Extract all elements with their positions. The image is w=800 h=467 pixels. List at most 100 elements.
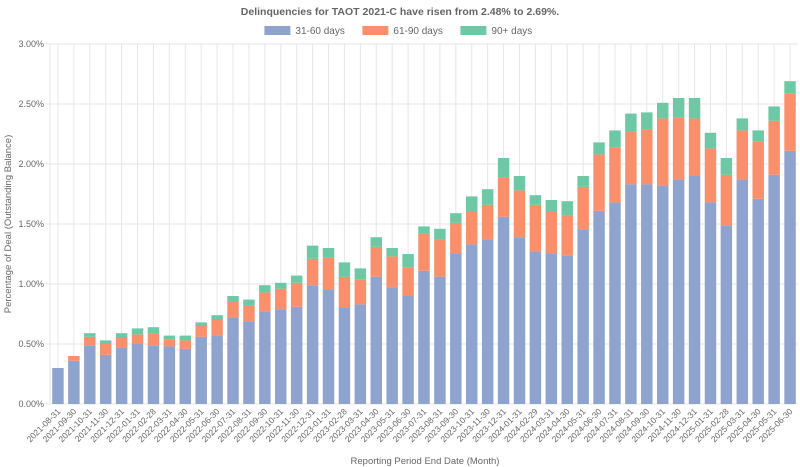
bar-segment-61-90-days	[673, 117, 684, 179]
bar-segment-90-days	[768, 106, 779, 120]
bar-segment-31-60-days	[450, 254, 461, 404]
bar-segment-61-90-days	[418, 234, 429, 271]
bar-segment-61-90-days	[784, 93, 795, 151]
bar-segment-61-90-days	[355, 279, 366, 304]
bar-segment-90-days	[195, 322, 206, 326]
bar-segment-90-days	[752, 130, 763, 141]
bar-segment-31-60-days	[259, 312, 270, 404]
bar-segment-61-90-days	[180, 340, 191, 348]
bar-segment-90-days	[148, 327, 159, 333]
bar-segment-61-90-days	[371, 247, 382, 277]
bar-segment-31-60-days	[434, 277, 445, 404]
bar-segment-31-60-days	[180, 349, 191, 404]
bar-segment-31-60-days	[673, 180, 684, 404]
bar-segment-61-90-days	[434, 240, 445, 277]
bar-segment-90-days	[657, 103, 668, 119]
bar-segment-31-60-days	[514, 237, 525, 404]
bar-segment-90-days	[180, 336, 191, 341]
bar-segment-31-60-days	[498, 217, 509, 404]
legend-label: 61-90 days	[393, 26, 442, 37]
bar-segment-90-days	[784, 81, 795, 93]
y-tick-label: 1.50%	[18, 219, 44, 229]
legend-swatch	[362, 26, 388, 35]
bar-segment-31-60-days	[625, 184, 636, 404]
y-tick-label: 3.00%	[18, 39, 44, 49]
bar-segment-31-60-days	[593, 211, 604, 404]
bar-segment-31-60-days	[721, 225, 732, 404]
bar-segment-31-60-days	[689, 176, 700, 404]
bar-segment-31-60-days	[323, 290, 334, 404]
y-tick-label: 2.00%	[18, 159, 44, 169]
bar-segment-31-60-days	[482, 240, 493, 404]
legend-label: 90+ days	[491, 26, 532, 37]
bar-segment-31-60-days	[275, 309, 286, 404]
bar-segment-31-60-days	[68, 361, 79, 404]
bar-segment-90-days	[227, 296, 238, 302]
bar-segment-90-days	[482, 189, 493, 205]
bar-segment-61-90-days	[546, 212, 557, 254]
bar-segment-31-60-days	[227, 318, 238, 404]
y-tick-label: 2.50%	[18, 99, 44, 109]
bar-segment-90-days	[562, 201, 573, 215]
legend-swatch	[264, 26, 290, 35]
bar-segment-90-days	[402, 254, 413, 267]
bar-segment-61-90-days	[450, 223, 461, 254]
bar-segment-31-60-days	[339, 308, 350, 404]
y-tick-label: 0.50%	[18, 339, 44, 349]
x-axis-ticks: 2021-08-312021-09-302021-10-312021-11-30…	[25, 406, 795, 444]
bar-segment-31-60-days	[195, 337, 206, 404]
bar-segment-90-days	[243, 300, 254, 306]
bar-segment-31-60-days	[84, 345, 95, 404]
bar-segment-61-90-days	[402, 267, 413, 296]
bar-segment-90-days	[577, 176, 588, 187]
bar-segment-31-60-days	[148, 345, 159, 404]
bar-segment-31-60-days	[418, 271, 429, 404]
bar-segment-90-days	[355, 268, 366, 279]
legend-swatch	[460, 26, 486, 35]
bar-segment-31-60-days	[466, 244, 477, 404]
bar-segment-90-days	[116, 333, 127, 338]
bar-segment-90-days	[546, 200, 557, 212]
bar-segment-61-90-days	[259, 292, 270, 311]
bar-segment-31-60-days	[371, 277, 382, 404]
bar-segment-31-60-days	[705, 202, 716, 404]
bar-segment-90-days	[132, 328, 143, 334]
bar-segment-90-days	[721, 158, 732, 175]
bar-segment-61-90-days	[721, 175, 732, 225]
bar-segment-61-90-days	[227, 302, 238, 318]
bar-segment-61-90-days	[705, 148, 716, 202]
legend-label: 31-60 days	[295, 26, 344, 37]
bar-segment-90-days	[450, 213, 461, 223]
bar-segment-61-90-days	[514, 190, 525, 237]
bar-segment-31-60-days	[546, 254, 557, 404]
bar-segment-61-90-days	[768, 121, 779, 175]
bar-segment-61-90-days	[737, 130, 748, 179]
bar-segment-90-days	[514, 176, 525, 190]
bar-segment-61-90-days	[562, 216, 573, 256]
bar-segment-90-days	[84, 333, 95, 337]
bar-segment-90-days	[323, 248, 334, 258]
bar-segment-61-90-days	[657, 118, 668, 185]
y-axis-ticks: 0.00% 0.50% 1.00% 1.50% 2.00% 2.50% 3.00%	[18, 39, 44, 409]
bar-segment-61-90-days	[641, 129, 652, 184]
bar-segment-90-days	[291, 276, 302, 283]
bar-segment-90-days	[371, 237, 382, 247]
bar-segment-31-60-days	[657, 186, 668, 404]
bar-segment-31-60-days	[211, 336, 222, 404]
bar-segment-61-90-days	[323, 258, 334, 290]
bar-segment-61-90-days	[291, 283, 302, 307]
bar-segment-61-90-days	[148, 333, 159, 345]
legend: 31-60 days 61-90 days 90+ days	[264, 26, 532, 37]
bar-segment-90-days	[705, 133, 716, 149]
bar-segment-31-60-days	[784, 151, 795, 404]
bar-segment-90-days	[498, 158, 509, 177]
bar-segment-31-60-days	[307, 285, 318, 404]
bar-segment-31-60-days	[577, 230, 588, 404]
bar-segment-90-days	[434, 229, 445, 240]
bar-segment-61-90-days	[243, 306, 254, 322]
bar-segment-61-90-days	[132, 334, 143, 344]
bar-segment-61-90-days	[84, 337, 95, 345]
y-tick-label: 0.00%	[18, 399, 44, 409]
bar-segment-31-60-days	[641, 184, 652, 404]
bar-segment-31-60-days	[132, 344, 143, 404]
